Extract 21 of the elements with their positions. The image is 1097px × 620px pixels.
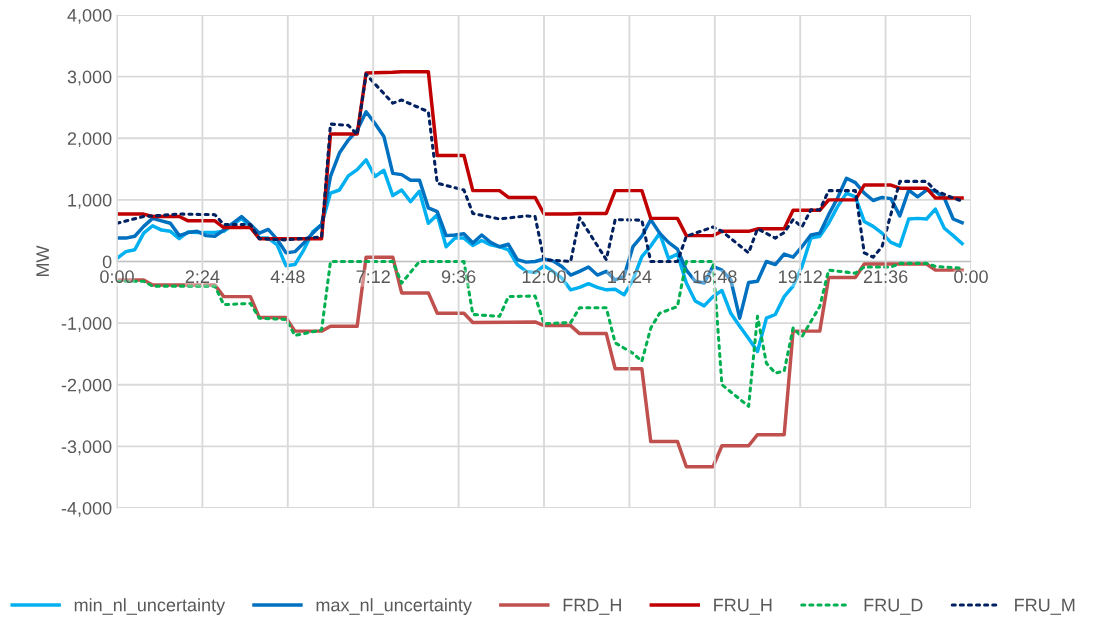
y-axis-title: MW	[36, 245, 49, 277]
y-tick-label: 1,000	[68, 193, 112, 209]
legend-label: max_nl_uncertainty	[316, 598, 472, 615]
legend-label: min_nl_uncertainty	[74, 598, 226, 615]
y-tick-label: 4,000	[67, 8, 112, 24]
legend-label: FRU_D	[864, 598, 923, 615]
legend-label: FRU_M	[1015, 598, 1075, 615]
legend-label: FRU_H	[714, 598, 772, 615]
x-tick-label: 2:24	[185, 270, 220, 283]
y-tick-label: 0	[102, 255, 112, 269]
x-tick-label: 4:48	[270, 270, 305, 284]
y-tick-label: -3,000	[61, 440, 112, 456]
x-tick-label: 0:00	[954, 270, 988, 284]
y-tick-label: -2,000	[61, 378, 112, 394]
x-tick-label: 9:36	[441, 270, 476, 284]
legend-label: FRD_H	[563, 598, 621, 615]
y-tick-label: -4,000	[61, 501, 112, 517]
y-tick-label: 2,000	[67, 132, 112, 148]
y-tick-label: -1,000	[61, 317, 112, 332]
x-tick-label: 21:36	[863, 270, 908, 284]
y-tick-label: 3,000	[67, 70, 112, 86]
